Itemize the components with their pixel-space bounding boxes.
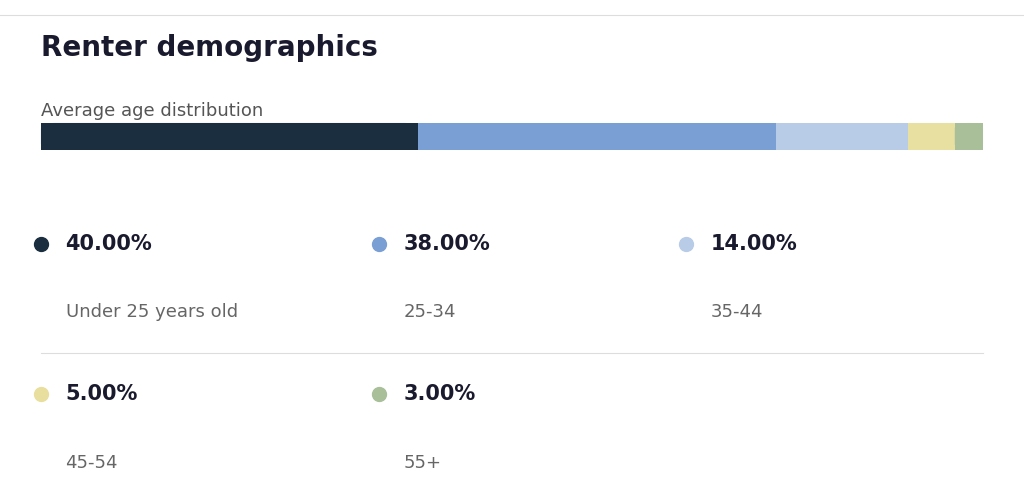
Text: 3.00%: 3.00% xyxy=(403,384,476,405)
Text: Under 25 years old: Under 25 years old xyxy=(66,303,238,320)
Bar xyxy=(954,123,971,150)
Bar xyxy=(776,123,907,150)
Bar xyxy=(907,123,954,150)
FancyBboxPatch shape xyxy=(954,123,983,150)
Text: 40.00%: 40.00% xyxy=(66,233,153,254)
Text: 45-54: 45-54 xyxy=(66,454,118,471)
Text: 14.00%: 14.00% xyxy=(711,233,798,254)
Text: 35-44: 35-44 xyxy=(711,303,763,320)
Bar xyxy=(53,123,418,150)
FancyBboxPatch shape xyxy=(41,123,418,150)
Bar xyxy=(41,123,418,150)
Text: 55+: 55+ xyxy=(403,454,441,471)
Bar xyxy=(418,123,776,150)
Text: Average age distribution: Average age distribution xyxy=(41,102,263,120)
Text: 5.00%: 5.00% xyxy=(66,384,138,405)
Text: Renter demographics: Renter demographics xyxy=(41,34,378,62)
Text: 25-34: 25-34 xyxy=(403,303,456,320)
Text: 38.00%: 38.00% xyxy=(403,233,490,254)
Bar xyxy=(954,123,983,150)
